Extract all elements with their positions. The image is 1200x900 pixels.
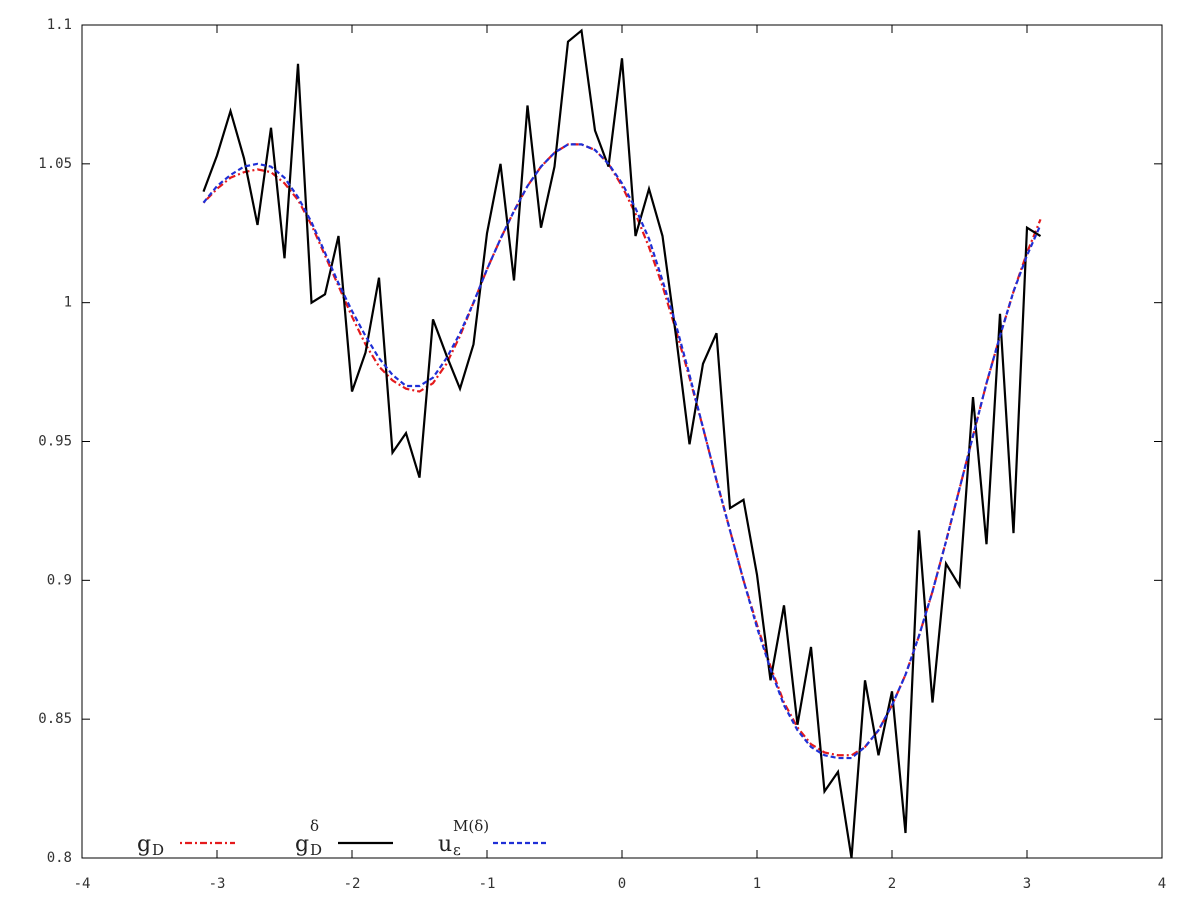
legend-label: u [438, 832, 452, 857]
legend-label-sub: ε [453, 841, 461, 859]
x-tick-label: -4 [74, 876, 91, 892]
x-tick-label: 3 [1023, 876, 1031, 892]
x-tick-label: 1 [753, 876, 761, 892]
series-line [202, 143, 1042, 757]
y-tick-label: 0.85 [38, 711, 72, 727]
series-line [202, 143, 1042, 760]
legend-label-sup: δ [310, 817, 319, 835]
legend-label-sub: D [310, 841, 322, 859]
series-line [202, 28, 1042, 859]
y-tick-label: 1.1 [47, 17, 72, 33]
plot-frame [81, 24, 1163, 859]
y-tick-label: 0.95 [38, 434, 72, 450]
x-tick-label: 4 [1158, 876, 1166, 892]
legend-label: g [295, 832, 309, 857]
y-tick-label: 0.8 [47, 850, 72, 866]
y-tick-label: 1 [64, 295, 72, 311]
x-tick-label: 0 [618, 876, 626, 892]
y-tick-label: 1.05 [38, 156, 72, 172]
x-tick-label: -1 [479, 876, 496, 892]
x-tick-label: -2 [344, 876, 361, 892]
legend-label-sup: M(δ) [453, 817, 489, 835]
x-tick-label: -3 [209, 876, 226, 892]
x-tick-label: 2 [888, 876, 896, 892]
legend-label-sub: D [152, 841, 164, 859]
y-tick-label: 0.9 [47, 572, 72, 588]
legend-label: g [137, 832, 151, 857]
